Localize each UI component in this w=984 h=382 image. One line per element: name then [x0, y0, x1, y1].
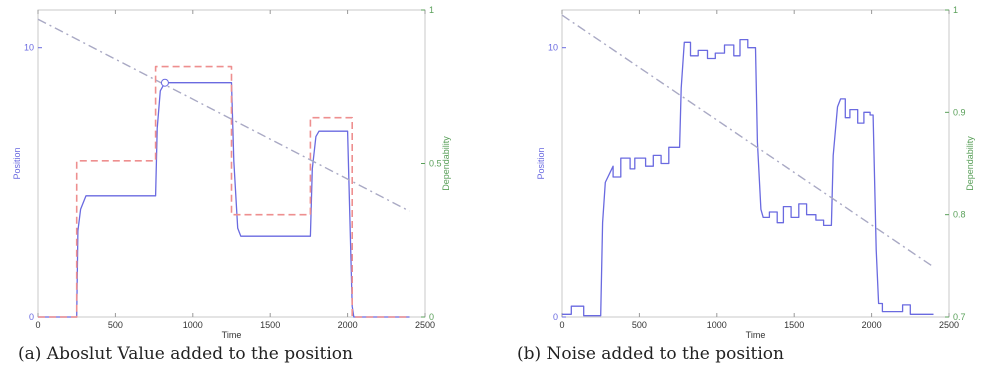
plot-frame [561, 9, 950, 318]
x-tick-label: 2500 [939, 320, 959, 330]
figure: 0 500 1000 1500 2000 2500Time010Position00.51… [12, 5, 975, 340]
x-axis-label: Time [222, 330, 242, 340]
x-tick-label: 0 [559, 320, 564, 330]
series-line-position [562, 38, 934, 317]
y-tick-label: 10 [24, 43, 34, 53]
caption-b: (b) Noise added to the position [517, 344, 784, 364]
position-marker [160, 78, 169, 87]
y2-axis-label: Dependability [441, 136, 451, 191]
y2-tick-label: 0.8 [953, 210, 966, 220]
x-tick-label: 1000 [183, 320, 203, 330]
y-tick-label: 10 [548, 43, 558, 53]
y2-tick-label: 0 [429, 312, 434, 322]
panel-b-chart: 0 500 1000 1500 2000 2500 Time 0 10 Position 0.7 0.… [536, 5, 975, 340]
x-tick-label: 1500 [260, 320, 280, 330]
y-tick-label: 0 [29, 312, 34, 322]
series-line-reference [38, 65, 410, 318]
x-tick-label: 1500 [784, 320, 804, 330]
series-line-dependability [37, 18, 410, 212]
y2-tick-label: 0.9 [953, 107, 966, 117]
y-axis-label: Position [12, 147, 22, 179]
x-tick-label: 1000 [707, 320, 727, 330]
x-tick-label: 2500 [415, 320, 435, 330]
y2-tick-label: 0.7 [953, 312, 966, 322]
x-axis-label: Time [746, 330, 766, 340]
x-tick-label: 2000 [338, 320, 358, 330]
y2-tick-label: 1 [953, 5, 958, 15]
x-tick-label: 500 [108, 320, 123, 330]
x-tick-label: 2000 [862, 320, 882, 330]
y2-tick-label: 1 [429, 5, 434, 15]
y2-tick-label: 0.5 [429, 159, 442, 169]
series-line-position [38, 82, 410, 318]
caption-a: (a) Aboslut Value added to the position [18, 344, 353, 364]
y2-axis-label: Dependability [965, 136, 975, 191]
series-line-dependability [561, 14, 934, 268]
y-axis-label: Position [536, 147, 546, 179]
x-tick-label: 0 [35, 320, 40, 330]
x-tick-label: 500 [632, 320, 647, 330]
panel-a-chart: 0 500 1000 1500 2000 2500 Time 0 10 Position 0 0.5 1… [12, 5, 451, 340]
y-tick-label: 0 [553, 312, 558, 322]
